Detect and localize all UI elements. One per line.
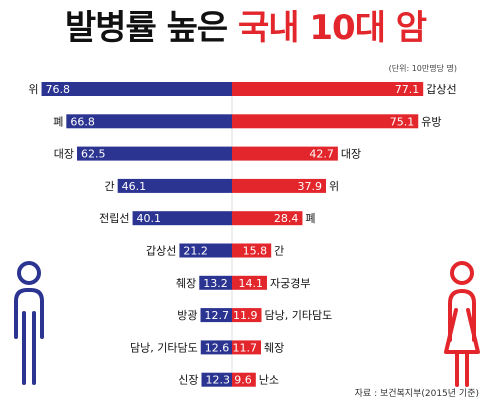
female-category-label: 난소: [259, 374, 279, 387]
male-category-label: 전립선: [99, 212, 129, 225]
male-category-label: 췌장: [176, 277, 196, 290]
female-bar: [232, 243, 272, 258]
female-category-label: 간: [274, 245, 284, 258]
unit-note: (단위: 10만명당 명): [388, 64, 457, 73]
male-series: 76.8 위 66.8 폐 62.5 대장 46.1 간 40.1 전립선 21.2 갑상선 13.2 췌…: [28, 82, 233, 387]
male-bar: [200, 340, 232, 355]
male-value-label: 12.7: [205, 309, 230, 322]
male-bar: [199, 275, 232, 290]
male-category-label: 폐: [53, 115, 63, 128]
female-value-label: 11.9: [233, 309, 258, 322]
male-category-label: 간: [105, 180, 115, 193]
female-value-label: 75.1: [390, 115, 415, 128]
female-bar: [232, 178, 326, 193]
title-part-2: 국내 10대 암: [237, 8, 427, 48]
female-bar: [232, 82, 424, 96]
female-figure-icon: [444, 261, 480, 387]
male-bar: [179, 243, 232, 258]
female-value-label: 77.1: [395, 83, 420, 96]
female-bar: [232, 372, 256, 387]
male-category-label: 방광: [177, 309, 197, 322]
male-value-label: 62.5: [81, 148, 106, 161]
page-title: 발병률 높은 국내 10대 암: [0, 6, 491, 50]
male-value-label: 40.1: [137, 212, 162, 225]
female-bar: [232, 340, 262, 355]
female-category-label: 대장: [341, 148, 361, 161]
male-bar: [41, 82, 233, 96]
male-value-label: 76.8: [46, 83, 70, 96]
male-figure-icon: [14, 261, 44, 385]
female-bar: [232, 146, 338, 161]
male-category-label: 갑상선: [146, 245, 176, 258]
female-category-label: 유방: [421, 115, 441, 128]
male-value-label: 12.6: [205, 341, 230, 354]
female-value-label: 11.7: [233, 341, 258, 354]
male-value-label: 12.3: [205, 374, 230, 387]
male-bar: [117, 178, 232, 193]
male-bar: [77, 146, 232, 161]
female-bar: [232, 114, 419, 129]
source-note: 자료 : 보건복지부(2015년 기준): [354, 389, 479, 399]
male-value-label: 13.2: [203, 277, 228, 290]
male-category-label: 담낭, 기타담도: [130, 341, 198, 354]
male-value-label: 21.2: [183, 245, 208, 258]
female-category-label: 자궁경부: [270, 277, 310, 290]
female-value-label: 42.7: [309, 148, 334, 161]
female-value-label: 37.9: [297, 180, 322, 193]
male-category-label: 대장: [54, 148, 74, 161]
male-value-label: 46.1: [122, 180, 147, 193]
male-category-label: 위: [28, 83, 38, 96]
female-category-label: 췌장: [264, 341, 284, 354]
male-category-label: 신장: [178, 374, 198, 387]
title-part-1: 발병률 높은: [64, 8, 228, 48]
female-value-label: 9.6: [234, 374, 252, 387]
female-value-label: 28.4: [274, 212, 299, 225]
female-category-label: 갑상선: [426, 83, 456, 96]
female-value-label: 15.8: [243, 245, 268, 258]
male-bar: [200, 308, 232, 323]
female-series: 77.1 갑상선 75.1 유방 42.7 대장 37.9 위 28.4 폐 15.8 간 14.1 자궁…: [232, 82, 457, 387]
male-value-label: 66.8: [70, 115, 95, 128]
female-category-label: 위: [329, 180, 339, 193]
male-bar: [201, 372, 232, 387]
female-category-label: 담낭, 기타담도: [265, 309, 333, 322]
female-bar: [232, 308, 262, 323]
female-value-label: 14.1: [238, 277, 263, 290]
female-bar: [232, 275, 267, 290]
male-bar: [66, 114, 232, 129]
female-bar: [232, 211, 303, 226]
male-bar: [132, 211, 232, 226]
female-category-label: 폐: [305, 212, 315, 225]
